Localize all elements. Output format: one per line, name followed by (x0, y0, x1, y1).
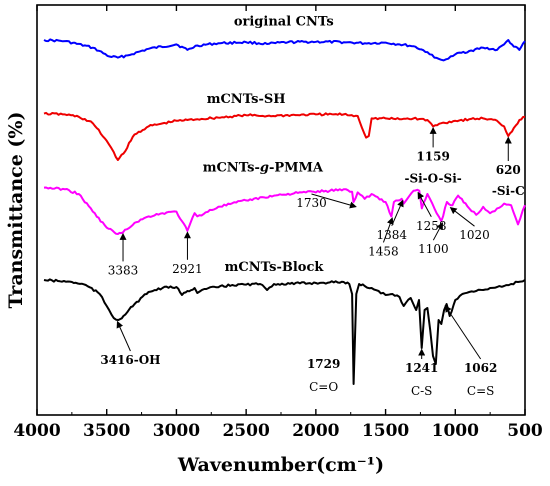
x-axis-title: Wavenumber(cm⁻¹) (177, 454, 384, 476)
series-line-4 (43, 278, 526, 385)
annotation-label: C=S (467, 384, 494, 398)
peak-annotations: 1159 -Si-O-Si- 620 -Si-C 3383 2921 1730 1458 138… (100, 126, 525, 398)
annotation-arrow (382, 217, 394, 243)
annotation-label: 3416-OH (100, 353, 160, 367)
series-label-1: original CNTs (234, 15, 334, 30)
series-line-3 (43, 186, 526, 235)
annotation-arrow (449, 207, 475, 227)
series-lines (43, 38, 526, 385)
annotation-label: 1100 (418, 242, 449, 256)
annotation-label: 1384 (376, 228, 407, 242)
annotation-label: 1729 (307, 357, 340, 371)
series-line-1 (43, 38, 526, 62)
annotation-label: C-S (411, 384, 432, 398)
annotation-label: 1241 (405, 361, 438, 375)
x-tick-label: 2500 (222, 421, 269, 441)
annotation-arrow (391, 199, 404, 226)
annotation-label: 2921 (172, 262, 203, 276)
annotation-arrow (444, 305, 482, 360)
x-tick-label: 4000 (13, 421, 60, 441)
y-axis-title: Transmittance (%) (5, 112, 27, 309)
x-tick-label: 3500 (83, 421, 130, 441)
x-tick-label: 1000 (432, 421, 479, 441)
x-tick-label: 500 (507, 421, 543, 441)
annotation-label: 1020 (459, 228, 490, 242)
annotation-label: 1458 (368, 244, 399, 258)
annotation-arrow (311, 193, 357, 209)
annotation-arrow (432, 222, 443, 241)
series-line-2 (43, 111, 526, 161)
x-tick-label: 1500 (362, 421, 409, 441)
annotation-label: 1062 (464, 361, 497, 375)
annotation-label: -Si-O-Si- (404, 171, 461, 185)
series-label-3: mCNTs-g-PMMA (203, 161, 324, 176)
x-tick-label: 2000 (292, 421, 339, 441)
annotation-label: 1159 (416, 149, 449, 163)
series-label-2: mCNTs-SH (207, 92, 286, 107)
series-labels: original CNTs mCNTs-SH mCNTs-g-PMMA mCNTs-B… (203, 15, 334, 275)
x-axis-ticks: 4000 3500 3000 2500 2000 1500 1000 500 (13, 5, 543, 441)
annotation-label: -Si-C (492, 184, 525, 198)
x-tick-label: 3000 (153, 421, 200, 441)
series-label-4: mCNTs-Block (225, 260, 325, 275)
annotation-label: 1258 (416, 219, 447, 233)
annotation-label: 3383 (108, 263, 139, 277)
annotation-label: 1730 (296, 196, 327, 210)
annotation-arrow (116, 320, 131, 352)
annotation-arrow (417, 191, 432, 218)
annotation-label: 620 (496, 163, 521, 177)
annotation-label: C=O (309, 380, 338, 394)
